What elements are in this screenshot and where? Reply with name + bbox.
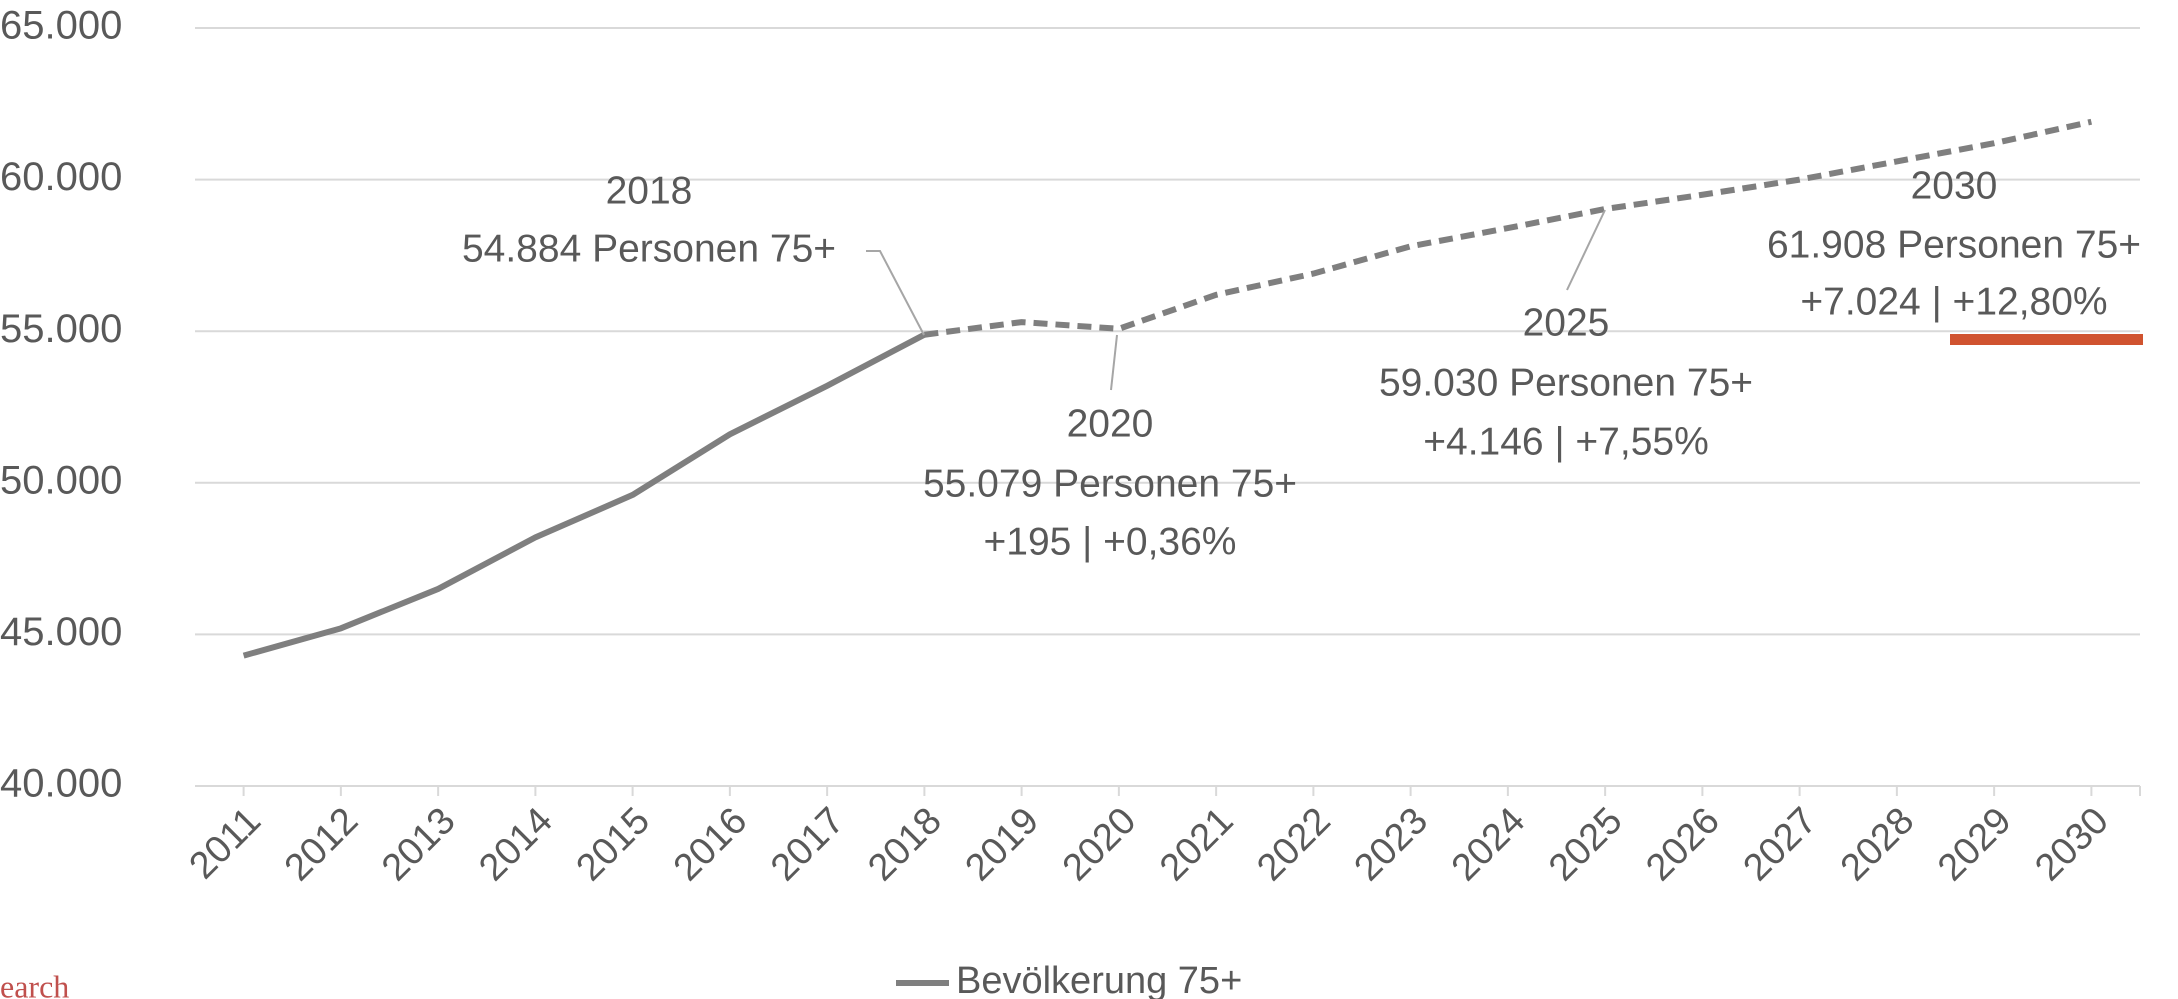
y-tick-label: 45.000 <box>0 610 122 654</box>
annotation-text: 2020 <box>1067 402 1154 445</box>
x-tick-label: 2012 <box>277 800 366 889</box>
x-tick-label: 2011 <box>182 800 269 887</box>
y-tick-label: 40.000 <box>0 762 122 806</box>
x-tick-label: 2016 <box>666 800 755 889</box>
x-tick-label: 2018 <box>860 800 949 889</box>
leader-line <box>866 250 925 336</box>
leader-line <box>1566 209 1606 291</box>
x-tick-label: 2023 <box>1347 800 1436 889</box>
leader-line <box>1110 334 1118 391</box>
footer-fragment: earch <box>0 968 69 999</box>
x-tick-label: 2015 <box>569 800 658 889</box>
series-line <box>923 118 2093 338</box>
annotation-text: 2018 <box>606 169 693 212</box>
highlight-bar <box>1950 334 2143 345</box>
y-tick-label: 50.000 <box>0 458 122 502</box>
y-tick-label: 55.000 <box>0 307 122 351</box>
x-tick-label: 2017 <box>763 800 852 889</box>
series-line <box>242 332 926 659</box>
annotation-text: +4.146 | +7,55% <box>1423 420 1709 463</box>
x-tick-label: 2028 <box>1833 800 1922 889</box>
annotation-text: 2025 <box>1523 301 1610 344</box>
annotation-text: 59.030 Personen 75+ <box>1379 361 1753 404</box>
x-tick-label: 2013 <box>374 800 463 889</box>
legend-label: Bevölkerung 75+ <box>956 960 1242 999</box>
y-tick-label: 60.000 <box>0 155 122 199</box>
x-tick-label: 2019 <box>958 800 1047 889</box>
x-tick-label: 2029 <box>1930 800 2019 889</box>
annotation-text: 55.079 Personen 75+ <box>923 462 1297 505</box>
x-tick-label: 2024 <box>1444 800 1533 889</box>
x-tick-label: 2030 <box>2027 800 2116 889</box>
x-tick-label: 2021 <box>1152 800 1241 889</box>
x-tick-label: 2025 <box>1541 800 1630 889</box>
x-tick-label: 2026 <box>1638 800 1727 889</box>
annotation-text: +7.024 | +12,80% <box>1800 280 2107 323</box>
x-tick-label: 2027 <box>1736 800 1825 889</box>
x-tick-label: 2020 <box>1055 800 1144 889</box>
annotation-text: +195 | +0,36% <box>983 520 1236 563</box>
x-tick-label: 2014 <box>471 800 560 889</box>
annotation-text: 54.884 Personen 75+ <box>462 227 836 270</box>
x-tick-label: 2022 <box>1249 800 1338 889</box>
annotation-text: 2030 <box>1911 164 1998 207</box>
annotation-text: 61.908 Personen 75+ <box>1767 223 2141 266</box>
y-tick-label: 65.000 <box>0 4 122 48</box>
